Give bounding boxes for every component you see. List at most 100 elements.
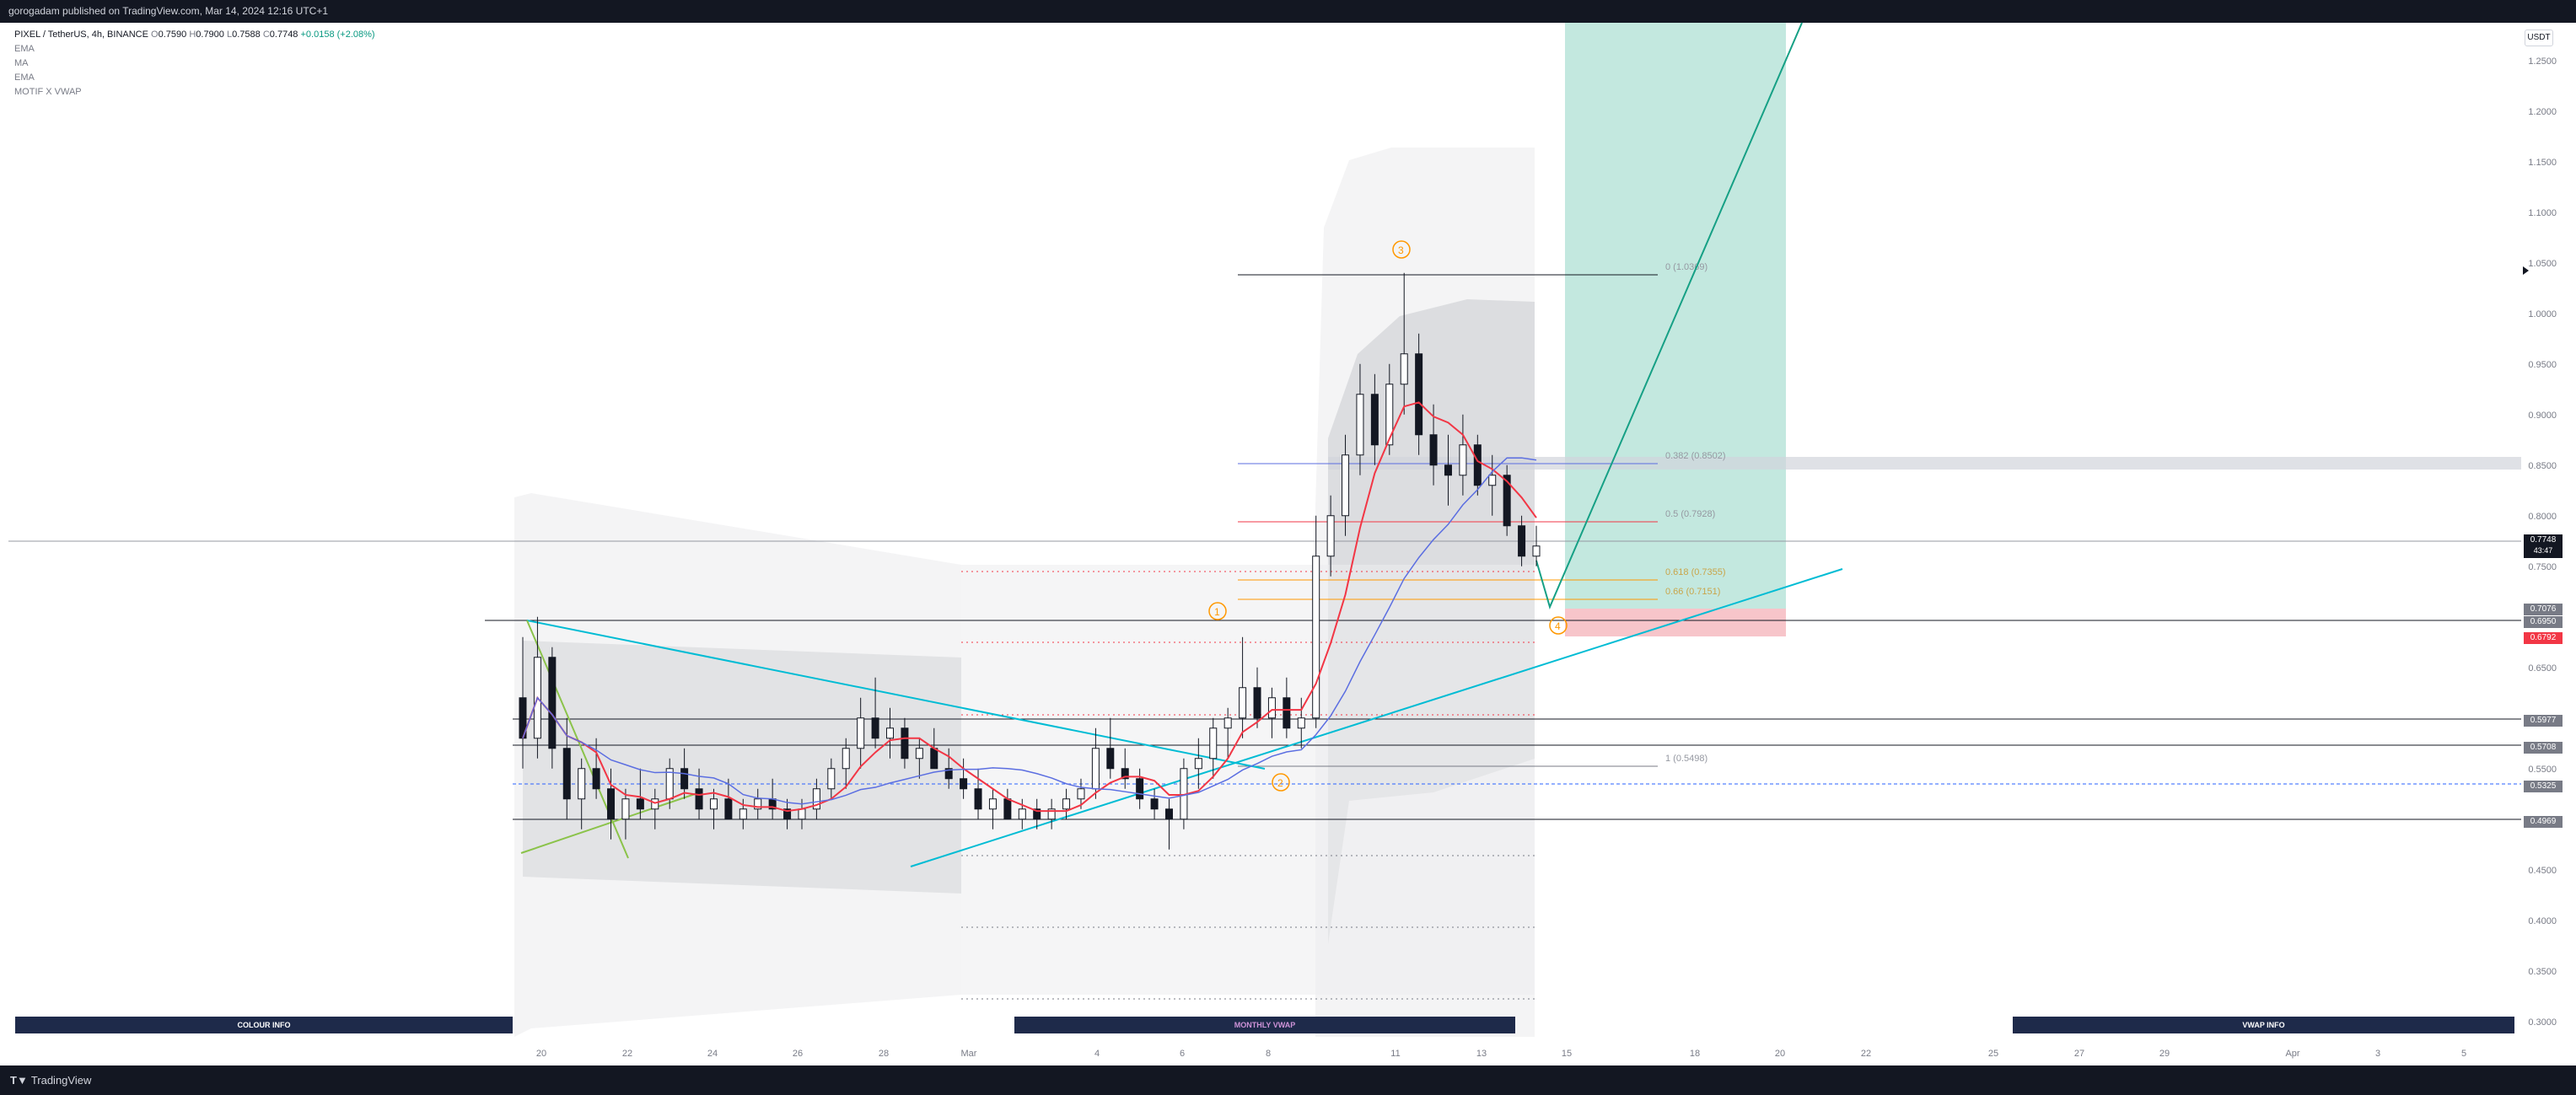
candle-down (930, 748, 938, 770)
tradingview-logo[interactable]: T▼ TradingView (10, 1074, 91, 1087)
candle-down (944, 768, 953, 780)
candle-up (1047, 808, 1056, 820)
wave-label-3: 3 (1392, 240, 1411, 259)
candle-up (1062, 798, 1071, 810)
x-tick-label: Apr (2285, 1049, 2299, 1059)
candle-up (1077, 788, 1085, 800)
y-tick-label: 1.1000 (2528, 208, 2557, 218)
candle-down (1136, 778, 1144, 800)
last-price-value: 0.7748 (2530, 535, 2557, 545)
indicator-ema-1[interactable]: EMA (14, 44, 35, 54)
candle-down (607, 788, 616, 820)
candle-down (680, 768, 689, 790)
x-tick-label: 22 (622, 1049, 632, 1059)
candle-down (1503, 475, 1511, 527)
publish-bar: gorogadam published on TradingView.com, … (0, 0, 2576, 23)
candle-down (871, 717, 879, 739)
candle-up (754, 798, 762, 810)
y-tick-label: 0.4500 (2528, 866, 2557, 876)
candle-down (1253, 687, 1261, 719)
candle-up (857, 717, 865, 749)
indicator-vwap[interactable]: MOTIF X VWAP (14, 87, 82, 97)
candle-down (1429, 434, 1438, 466)
candle-up (1326, 515, 1335, 557)
candle-down (1106, 748, 1115, 770)
candle-up (1356, 394, 1364, 456)
high-value: 0.7900 (196, 30, 224, 40)
candle-down (1121, 768, 1129, 780)
y-tick-label: 1.2000 (2528, 107, 2557, 117)
wave-label-1: 1 (1208, 602, 1227, 620)
candle-up (1194, 758, 1202, 770)
vwap-info-panel[interactable]: VWAP INFO (2013, 1017, 2514, 1033)
y-tick-label: 0.7500 (2528, 562, 2557, 572)
candle-down (1415, 353, 1423, 436)
x-tick-label: 3 (2375, 1049, 2380, 1059)
candle-down (1370, 394, 1379, 446)
candle-down (562, 748, 571, 800)
candle-up (1400, 353, 1408, 385)
price-level-tag: 0.6792 (2524, 631, 2563, 644)
indicator-ma[interactable]: MA (14, 58, 29, 68)
fib-label-1: 1 (0.5498) (1665, 754, 1707, 764)
x-tick-label: 8 (1266, 1049, 1271, 1059)
x-tick-label: 18 (1690, 1049, 1700, 1059)
projected-path (1535, 22, 1803, 609)
y-tick-label: 0.5500 (2528, 765, 2557, 775)
candle-up (798, 808, 806, 820)
candle-up (886, 727, 895, 739)
x-tick-label: 20 (536, 1049, 546, 1059)
candle-down (1518, 525, 1526, 557)
candle-down (548, 657, 557, 749)
candle-down (783, 808, 792, 820)
y-tick-label: 1.2500 (2528, 56, 2557, 67)
colour-info-panel[interactable]: COLOUR INFO (15, 1017, 513, 1033)
trendline-upper (526, 620, 1266, 770)
candle-down (1164, 808, 1173, 820)
candle-down (1033, 808, 1041, 820)
candle-up (665, 768, 674, 800)
ma-blue-line (522, 457, 1537, 805)
axis-arrow-icon[interactable] (2523, 266, 2529, 275)
fib-label-0618: 0.618 (0.7355) (1665, 567, 1726, 577)
currency-selector[interactable]: USDT (2525, 30, 2553, 46)
svg-text:1: 1 (1214, 606, 1220, 618)
candle-down (1473, 444, 1482, 486)
svg-text:2: 2 (1277, 777, 1283, 789)
high-label: H (189, 30, 196, 40)
candle-down (592, 768, 600, 790)
x-tick-label: Mar (961, 1049, 977, 1059)
y-tick-label: 1.0000 (2528, 309, 2557, 319)
x-tick-label: 22 (1861, 1049, 1871, 1059)
y-tick-label: 1.1500 (2528, 158, 2557, 168)
fib-label-066: 0.66 (0.7151) (1665, 587, 1720, 597)
y-tick-label: 0.3500 (2528, 967, 2557, 977)
candle-down (974, 788, 982, 810)
y-tick-label: 0.9500 (2528, 360, 2557, 370)
monthly-vwap-panel[interactable]: MONTHLY VWAP (1014, 1017, 1515, 1033)
vwap-inner-band-1 (523, 641, 961, 894)
x-tick-label: 15 (1562, 1049, 1572, 1059)
candle-down (1283, 697, 1291, 729)
x-tick-label: 24 (707, 1049, 718, 1059)
candle-up (1532, 545, 1541, 557)
candle-up (1312, 556, 1320, 719)
price-level-tag: 0.5977 (2524, 714, 2563, 727)
y-tick-label: 1.0500 (2528, 259, 2557, 269)
candle-up (1385, 384, 1394, 446)
candle-up (827, 768, 836, 790)
open-label: O (151, 30, 159, 40)
indicator-ema-2[interactable]: EMA (14, 72, 35, 83)
open-value: 0.7590 (158, 30, 187, 40)
change-value: +0.0158 (+2.08%) (300, 30, 375, 40)
candle-up (1018, 808, 1026, 820)
time-axis[interactable]: 20 22 24 26 28 Mar 4 6 8 11 13 15 18 20 22 25 27 29 Apr 3 5 (536, 1049, 2466, 1059)
brand-name: TradingView (30, 1074, 92, 1087)
price-level-tag: 0.4969 (2524, 816, 2563, 829)
ohlc-row: PIXEL / TetherUS, 4h, BINANCE O0.7590 H0… (14, 28, 375, 42)
y-tick-label: 0.6500 (2528, 663, 2557, 674)
candle-up (1297, 717, 1305, 729)
candle-series (519, 272, 1541, 850)
symbol-name: PIXEL / TetherUS, 4h, BINANCE (14, 30, 148, 40)
